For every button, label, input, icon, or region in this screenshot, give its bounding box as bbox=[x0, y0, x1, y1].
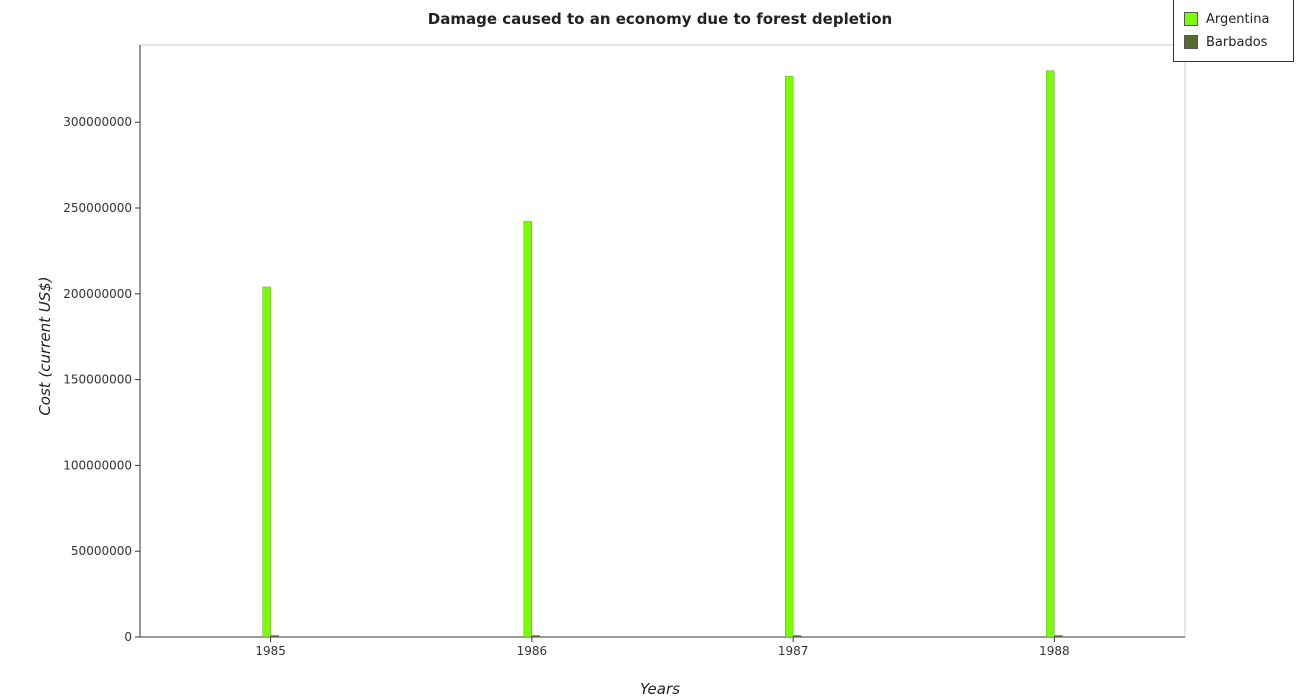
legend-swatch-argentina bbox=[1184, 12, 1198, 26]
bar-argentina-1987 bbox=[784, 76, 794, 638]
y-tick-label: 200000000 bbox=[63, 287, 132, 301]
bar-barbados-1987 bbox=[792, 635, 802, 638]
y-tick-label: 50000000 bbox=[71, 544, 132, 558]
bar-argentina-1985 bbox=[262, 286, 271, 638]
bar-barbados-1986 bbox=[531, 635, 541, 638]
plot-frame bbox=[139, 44, 1186, 638]
x-tick-label: 1988 bbox=[1039, 644, 1070, 658]
legend-item-barbados: Barbados bbox=[1184, 32, 1267, 52]
y-tick-label: 150000000 bbox=[63, 373, 132, 387]
y-tick-label: 100000000 bbox=[63, 458, 132, 472]
legend: Argentina Barbados bbox=[1173, 0, 1294, 62]
bar-argentina-1986 bbox=[523, 221, 533, 638]
y-tick-label: 250000000 bbox=[63, 201, 132, 215]
bar-argentina-1988 bbox=[1046, 70, 1055, 638]
y-axis-label: Cost (current US$) bbox=[36, 276, 54, 415]
bar-barbados-1988 bbox=[1054, 635, 1063, 638]
x-tick-label: 1985 bbox=[255, 644, 286, 658]
y-tick-label: 300000000 bbox=[63, 115, 132, 129]
legend-item-argentina: Argentina bbox=[1184, 9, 1269, 29]
chart-title: Damage caused to an economy due to fores… bbox=[428, 10, 892, 28]
x-tick-label: 1987 bbox=[778, 644, 809, 658]
x-tick-label: 1986 bbox=[517, 644, 548, 658]
bars-group bbox=[262, 70, 1063, 638]
legend-label-barbados: Barbados bbox=[1206, 34, 1268, 50]
axes: 0 50000000 100000000 150000000 200000000 2500… bbox=[63, 44, 1186, 658]
legend-label-argentina: Argentina bbox=[1206, 11, 1270, 27]
y-tick-label: 0 bbox=[124, 630, 132, 644]
legend-swatch-barbados bbox=[1184, 35, 1198, 49]
bar-barbados-1985 bbox=[270, 635, 279, 638]
x-axis-label: Years bbox=[640, 680, 680, 698]
